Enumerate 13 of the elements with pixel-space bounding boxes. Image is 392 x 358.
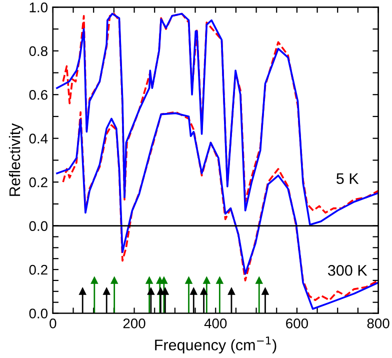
annotation: 300 K <box>328 264 368 276</box>
x-tick-label: 200 <box>123 318 146 328</box>
x-tick-label: 800 <box>367 318 390 328</box>
y2-tick-label: 0.8 <box>29 46 48 56</box>
y2-tick-label: 1.0 <box>30 2 48 12</box>
x-tick-label: 600 <box>286 318 308 328</box>
annotation: 5 K <box>336 173 359 184</box>
x-tick-label: 400 <box>204 318 227 328</box>
y2-tick-label: 0.6 <box>29 90 48 100</box>
x-axis-title: Frequency (cm$^{−1}$) <box>155 336 276 354</box>
y2-tick-label: 0.4 <box>29 134 48 144</box>
y-axis-title: Reflectivity <box>8 123 24 196</box>
x-tick-label: 0 <box>50 318 56 328</box>
